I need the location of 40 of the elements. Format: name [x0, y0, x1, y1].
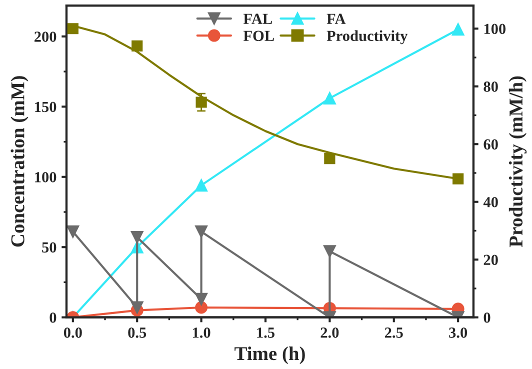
y-tick-label: 200 — [34, 32, 56, 42]
point — [323, 92, 336, 104]
y-axis-title: Concentration (mM) — [10, 76, 28, 247]
x-tick-label: 1.5 — [257, 328, 274, 338]
x-tick-label: 2.0 — [320, 328, 339, 338]
y2-tick-label: 100 — [484, 24, 506, 34]
point — [130, 301, 144, 314]
y-tick-label: 0 — [50, 312, 56, 323]
x-tick-label: 0.0 — [64, 328, 82, 338]
y-tick-label: 50 — [42, 242, 56, 253]
legend-label: FAL — [243, 14, 272, 24]
x-tick-label: 2.5 — [384, 328, 403, 338]
y-tick-label: 100 — [35, 172, 56, 182]
point — [323, 245, 336, 258]
y2-tick-label: 60 — [484, 139, 498, 150]
point — [195, 301, 208, 314]
y-tick-label: 150 — [35, 102, 56, 112]
y2-tick-label: 80 — [484, 82, 498, 92]
point — [195, 292, 208, 306]
point — [130, 231, 144, 244]
point — [67, 23, 78, 34]
y2-tick-label: 0 — [484, 312, 490, 323]
y2-tick-label: 40 — [483, 197, 498, 208]
point — [132, 40, 143, 52]
point — [66, 225, 80, 238]
point — [452, 23, 464, 36]
point — [195, 225, 208, 238]
y2-tick-label: 20 — [484, 254, 498, 266]
x-tick-label: 0.5 — [128, 328, 146, 338]
point — [324, 152, 336, 164]
x-axis-title: Time (h) — [234, 346, 305, 364]
point — [195, 179, 208, 192]
legend-label: FA — [326, 14, 346, 24]
legend-label: Productivity — [326, 30, 408, 44]
point — [196, 96, 207, 108]
x-tick-label: 1.0 — [192, 328, 210, 338]
legend-label: FOL — [243, 30, 274, 42]
x-tick-label: 3.0 — [449, 328, 468, 338]
y2-axis-title: Productivity (mM/h) — [508, 76, 527, 248]
point — [452, 173, 464, 184]
